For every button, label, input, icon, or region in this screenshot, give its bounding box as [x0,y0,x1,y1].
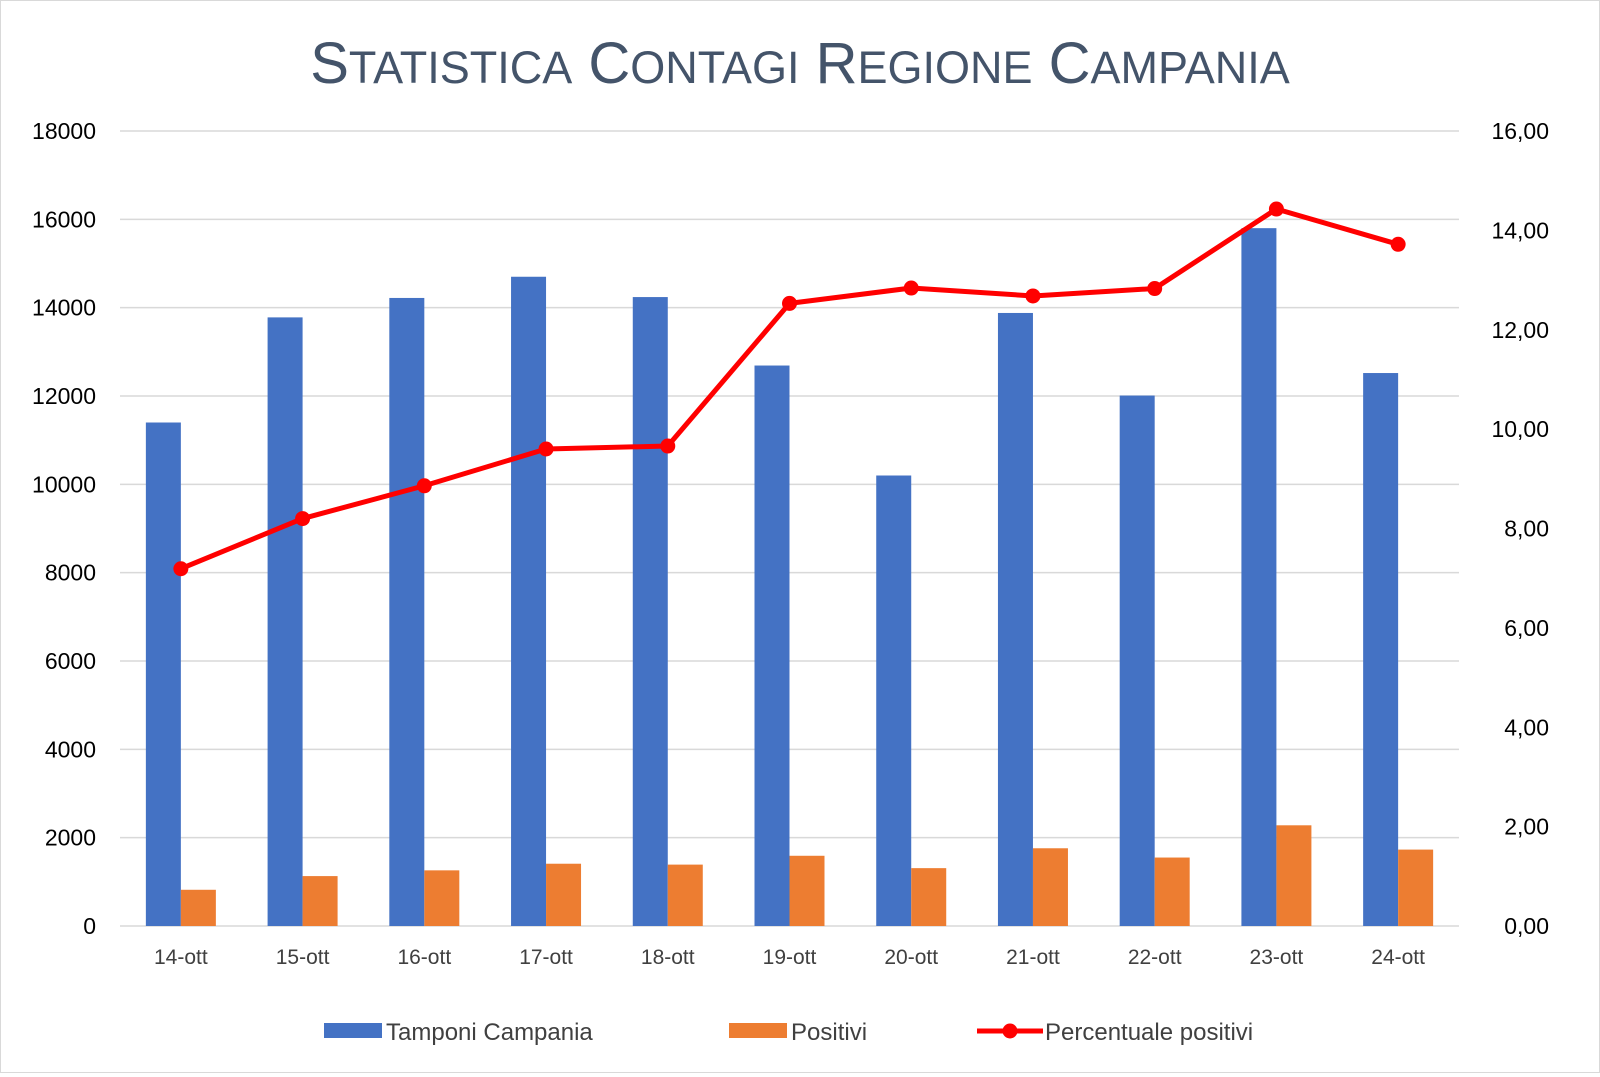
bar-positivi [1276,825,1312,926]
x-tick-label: 18-ott [641,946,695,969]
bar-tamponi-campania [511,276,547,926]
right-tick-label: 8,00 [1504,516,1549,542]
title-letter: S [310,31,349,96]
percent-point [173,561,189,577]
title-letters: ONTAGI [630,42,799,93]
percent-point [782,295,797,311]
x-tick-label: 19-ott [763,946,817,969]
bar-positivi [546,863,582,926]
left-tick-label: 2000 [45,825,96,851]
percent-point [1147,281,1163,297]
bars [145,228,1434,927]
bar-tamponi-campania [997,312,1033,926]
legend: Tamponi Campania Positivi Percentuale posi… [324,1019,1253,1046]
bar-positivi [789,855,825,926]
title-letter: C [588,31,630,96]
percent-point [1268,201,1284,217]
left-tick-label: 16000 [32,206,96,232]
percent-line [173,201,1406,577]
x-tick-label: 23-ott [1250,946,1304,969]
left-tick-label: 18000 [32,118,96,144]
right-tick-label: 16,00 [1491,118,1549,144]
percent-point [1025,288,1041,304]
right-tick-label: 14,00 [1491,217,1549,243]
bar-positivi [1032,848,1068,926]
right-tick-label: 12,00 [1491,317,1549,343]
x-axis-ticks: 14-ott 15-ott 16-ott 17-ott 18-ott 19-ott 20-o… [154,946,1425,969]
bar-positivi [302,876,338,926]
left-tick-label: 10000 [32,471,96,497]
bar-tamponi-campania [1119,395,1155,926]
right-tick-label: 10,00 [1491,416,1549,442]
legend-label: Positivi [791,1019,867,1046]
bar-tamponi-campania [389,297,425,926]
x-tick-label: 15-ott [276,946,330,969]
right-tick-label: 2,00 [1504,814,1549,840]
percent-point [903,280,919,296]
legend-swatch [324,1023,382,1038]
title-space [572,31,588,96]
bar-tamponi-campania [632,297,668,927]
bar-tamponi-campania [754,365,790,926]
bar-positivi [667,864,703,926]
bar-positivi [180,889,216,926]
x-tick-label: 22-ott [1128,946,1182,969]
percent-point [416,478,432,494]
legend-swatch-marker [1002,1023,1018,1039]
percent-point [660,438,676,454]
bar-tamponi-campania [145,422,181,926]
title-space [799,31,815,96]
legend-label: Tamponi Campania [386,1019,593,1046]
title-space [1033,31,1049,96]
title-letter: R [816,31,858,96]
legend-swatch [729,1023,787,1038]
title-letters: AMPANIA [1091,42,1290,93]
x-tick-label: 14-ott [154,946,208,969]
left-axis-ticks: 0 2000 4000 6000 8000 10000 12000 14000 16000 180… [32,118,96,939]
bar-positivi [424,870,460,926]
left-tick-label: 4000 [45,736,96,762]
right-tick-label: 6,00 [1504,615,1549,641]
bar-tamponi-campania [876,475,912,926]
chart-title: STATISTICA CONTAGI REGIONE CAMPANIA [310,31,1290,96]
bar-positivi [1154,857,1190,926]
title-letters: EGIONE [857,42,1032,93]
legend-label: Percentuale positivi [1045,1019,1253,1046]
bar-tamponi-campania [267,317,303,927]
percent-point [538,441,554,457]
percent-point [1390,236,1406,252]
x-tick-label: 16-ott [397,946,451,969]
left-tick-label: 8000 [45,560,96,586]
x-tick-label: 24-ott [1371,946,1425,969]
x-tick-label: 21-ott [1006,946,1060,969]
x-tick-label: 17-ott [519,946,573,969]
left-tick-label: 6000 [45,648,96,674]
title-letters: TATISTICA [349,42,572,93]
left-tick-label: 12000 [32,383,96,409]
left-tick-label: 0 [83,913,96,939]
bar-positivi [911,868,947,926]
right-tick-label: 4,00 [1504,714,1549,740]
title-letter: C [1049,31,1091,96]
left-tick-label: 14000 [32,295,96,321]
right-tick-label: 0,00 [1504,913,1549,939]
bar-tamponi-campania [1241,228,1277,926]
right-axis-ticks: 0,00 2,00 4,00 6,00 8,00 10,00 12,00 14,00 16,00 [1491,118,1549,939]
percent-point [295,511,311,527]
bar-positivi [1398,849,1434,926]
x-tick-label: 20-ott [884,946,938,969]
bar-tamponi-campania [1363,373,1399,926]
